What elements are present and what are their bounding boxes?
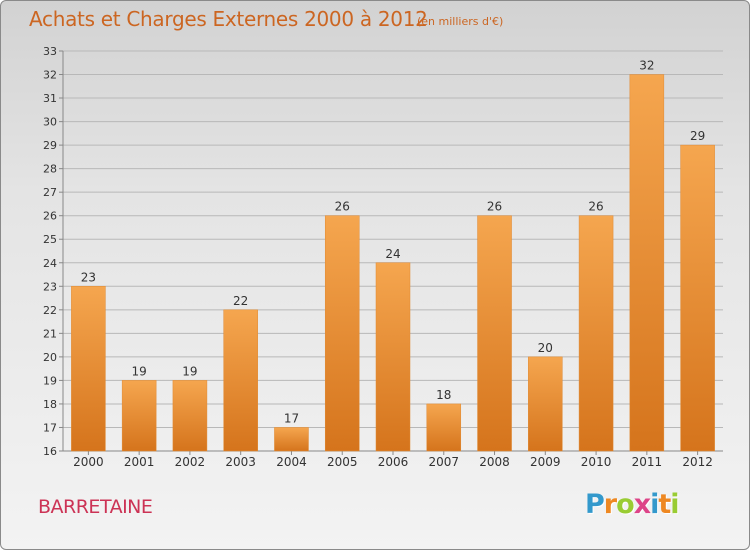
y-tick-label: 28 <box>43 163 57 176</box>
y-tick-label: 22 <box>43 304 57 317</box>
logo-letter: P <box>585 489 605 520</box>
y-tick-label: 29 <box>43 139 57 152</box>
x-tick-label-2010: 2010 <box>581 455 612 469</box>
data-label-2004: 17 <box>284 411 299 425</box>
y-tick-label: 20 <box>43 351 57 364</box>
y-tick-label: 21 <box>43 327 57 340</box>
bar-2010 <box>578 215 614 452</box>
y-tick-label: 33 <box>43 45 57 58</box>
x-tick-label-2005: 2005 <box>327 455 358 469</box>
data-label-2011: 32 <box>639 59 654 73</box>
x-tick-label-2007: 2007 <box>428 455 459 469</box>
labels: 23 2000 19 2001 19 2002 22 2003 17 2004 26 2005 24 20… <box>73 59 713 469</box>
y-tick-label: 16 <box>43 445 57 458</box>
data-label-2006: 24 <box>385 247 400 261</box>
x-tick-label-2012: 2012 <box>682 455 713 469</box>
logo-letter: x <box>633 489 651 520</box>
y-tick-label: 25 <box>43 233 57 246</box>
bar-2001 <box>121 380 157 452</box>
x-tick-label-2011: 2011 <box>632 455 663 469</box>
data-label-2012: 29 <box>690 129 705 143</box>
logo-letter: i <box>670 489 679 520</box>
y-tick-label: 26 <box>43 210 57 223</box>
y-tick-label: 19 <box>43 374 57 387</box>
y-tick-label: 32 <box>43 69 57 82</box>
bar-2007 <box>426 403 462 452</box>
y-tick-label: 18 <box>43 398 57 411</box>
bar-2011 <box>629 74 665 452</box>
data-label-2007: 18 <box>436 388 451 402</box>
x-tick-label-2009: 2009 <box>530 455 561 469</box>
data-label-2010: 26 <box>588 200 603 214</box>
x-tick-label-2000: 2000 <box>73 455 104 469</box>
data-label-2008: 26 <box>487 200 502 214</box>
logo-letter: t <box>658 489 671 520</box>
x-tick-label-2008: 2008 <box>479 455 510 469</box>
data-label-2005: 26 <box>335 200 350 214</box>
bar-2002 <box>172 380 208 452</box>
data-label-2000: 23 <box>81 270 96 284</box>
x-tick-label-2001: 2001 <box>124 455 155 469</box>
proxiti-logo[interactable]: Proxiti <box>585 489 680 520</box>
logo-letter: i <box>650 489 659 520</box>
data-label-2009: 20 <box>538 341 553 355</box>
data-label-2003: 22 <box>233 294 248 308</box>
logo-letter: r <box>603 489 617 520</box>
data-label-2001: 19 <box>132 364 147 378</box>
y-tick-label: 24 <box>43 257 57 270</box>
bar-2004 <box>274 427 309 452</box>
chart-title: Achats et Charges Externes 2000 à 2012 <box>29 7 428 31</box>
y-tick-label: 27 <box>43 186 57 199</box>
y-tick-label: 31 <box>43 92 57 105</box>
commune-name: BARRETAINE <box>38 496 153 518</box>
x-tick-label-2003: 2003 <box>225 455 256 469</box>
x-tick-label-2006: 2006 <box>378 455 409 469</box>
bar-2005 <box>324 215 360 452</box>
bars <box>71 74 715 452</box>
y-tick-label: 23 <box>43 280 57 293</box>
x-tick-label-2002: 2002 <box>175 455 206 469</box>
bar-2012 <box>680 144 715 452</box>
chart-unit-label: (en milliers d'€) <box>417 15 504 28</box>
logo-letter: o <box>616 489 635 520</box>
bar-2008 <box>477 215 512 452</box>
bar-2009 <box>528 356 563 452</box>
data-label-2002: 19 <box>182 364 197 378</box>
x-tick-label-2004: 2004 <box>276 455 307 469</box>
y-tick-label: 30 <box>43 116 57 129</box>
bar-2000 <box>71 286 106 452</box>
bar-2003 <box>223 309 258 452</box>
y-tick-label: 17 <box>43 421 57 434</box>
bar-2006 <box>375 262 411 452</box>
